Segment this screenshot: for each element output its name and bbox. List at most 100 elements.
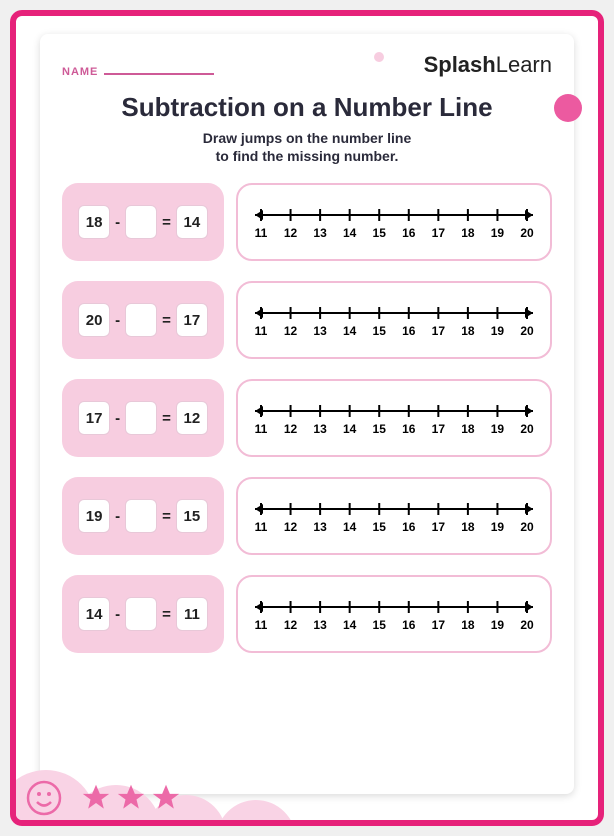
svg-text:18: 18: [461, 618, 475, 632]
svg-text:16: 16: [402, 520, 416, 534]
result-box: 15: [176, 499, 208, 533]
svg-text:12: 12: [284, 618, 298, 632]
svg-text:15: 15: [373, 618, 387, 632]
minuend-box: 14: [78, 597, 110, 631]
svg-text:18: 18: [461, 324, 475, 338]
header: NAME SplashLearn: [62, 52, 552, 78]
name-label: NAME: [62, 66, 98, 78]
svg-text:14: 14: [343, 324, 357, 338]
number-line-card[interactable]: 11121314151617181920: [236, 575, 552, 653]
svg-text:13: 13: [313, 520, 327, 534]
svg-text:19: 19: [491, 618, 505, 632]
equals-op: =: [162, 312, 171, 329]
svg-text:14: 14: [343, 226, 357, 240]
svg-text:12: 12: [284, 324, 298, 338]
svg-text:20: 20: [520, 226, 534, 240]
answer-blank[interactable]: [125, 205, 157, 239]
equals-op: =: [162, 606, 171, 623]
minus-op: -: [115, 214, 120, 231]
minus-op: -: [115, 312, 120, 329]
svg-text:20: 20: [520, 422, 534, 436]
result-box: 14: [176, 205, 208, 239]
svg-text:13: 13: [313, 324, 327, 338]
worksheet-page: NAME SplashLearn Subtraction on a Number…: [40, 34, 574, 794]
subtitle-line1: Draw jumps on the number line: [203, 130, 411, 146]
problem-row: 19-=1511121314151617181920: [62, 477, 552, 555]
accent-dot-big: [554, 94, 582, 122]
svg-text:11: 11: [255, 422, 268, 436]
svg-text:19: 19: [491, 520, 505, 534]
equation-card: 14-=11: [62, 575, 224, 653]
svg-text:15: 15: [373, 226, 387, 240]
name-input-line[interactable]: [104, 73, 214, 75]
svg-text:12: 12: [284, 226, 298, 240]
svg-text:16: 16: [402, 226, 416, 240]
svg-text:11: 11: [255, 324, 268, 338]
answer-blank[interactable]: [125, 303, 157, 337]
answer-blank[interactable]: [125, 401, 157, 435]
svg-text:16: 16: [402, 618, 416, 632]
svg-text:20: 20: [520, 618, 534, 632]
equation-card: 18- = 14: [62, 183, 224, 261]
problem-row: 17-=1211121314151617181920: [62, 379, 552, 457]
svg-text:14: 14: [343, 520, 357, 534]
brand-logo: SplashLearn: [424, 52, 552, 78]
number-line-card[interactable]: 11 12 13 14 15 16 17 18 19 20: [236, 183, 552, 261]
equation-card: 17-=12: [62, 379, 224, 457]
number-line-card[interactable]: 11121314151617181920: [236, 477, 552, 555]
minuend-box: 20: [78, 303, 110, 337]
svg-text:18: 18: [461, 422, 475, 436]
svg-text:19: 19: [491, 226, 505, 240]
svg-text:18: 18: [461, 226, 475, 240]
svg-text:19: 19: [491, 422, 505, 436]
problem-row: 20-=1711121314151617181920: [62, 281, 552, 359]
svg-text:12: 12: [284, 422, 298, 436]
svg-text:15: 15: [373, 520, 387, 534]
equals-op: =: [162, 410, 171, 427]
problem-row: 18-=1411121314151617181920: [62, 183, 552, 261]
result-box: 17: [176, 303, 208, 337]
minuend-box: 19: [78, 499, 110, 533]
equation-card: 19- = 15: [62, 477, 224, 555]
subtitle-line2: to find the missing number.: [216, 148, 399, 164]
answer-blank[interactable]: [125, 499, 157, 533]
equals-op: =: [162, 508, 171, 525]
accent-dot-small: [374, 52, 384, 62]
number-line-card[interactable]: 11 12 13 14 15 16 17 18 19 20: [236, 281, 552, 359]
svg-text:17: 17: [432, 324, 446, 338]
svg-text:18: 18: [461, 520, 475, 534]
equals-op: =: [162, 214, 171, 231]
worksheet-frame: NAME SplashLearn Subtraction on a Number…: [10, 10, 604, 826]
page-title: Subtraction on a Number Line: [62, 92, 552, 123]
problem-row: 14-=1111121314151617181920: [62, 575, 552, 653]
problems-list: 18-=141112131415161718192020-=1711121314…: [62, 183, 552, 653]
svg-text:13: 13: [313, 618, 327, 632]
brand-light: Learn: [496, 52, 552, 77]
svg-text:13: 13: [313, 226, 327, 240]
svg-text:16: 16: [402, 324, 416, 338]
minus-op: -: [115, 508, 120, 525]
svg-text:13: 13: [313, 422, 327, 436]
svg-text:17: 17: [432, 618, 446, 632]
equation-card: 20- = 17: [62, 281, 224, 359]
svg-text:11: 11: [255, 226, 268, 240]
number-line-card[interactable]: 11121314151617181920: [236, 379, 552, 457]
svg-text:15: 15: [373, 324, 387, 338]
minuend-box: 18: [78, 205, 110, 239]
svg-text:20: 20: [520, 324, 534, 338]
svg-text:17: 17: [432, 226, 446, 240]
page-subtitle: Draw jumps on the number line to find th…: [62, 129, 552, 165]
answer-blank[interactable]: [125, 597, 157, 631]
svg-text:14: 14: [343, 422, 357, 436]
svg-text:19: 19: [491, 324, 505, 338]
result-box: 11: [176, 597, 208, 631]
svg-text:17: 17: [432, 520, 446, 534]
svg-text:17: 17: [432, 422, 446, 436]
name-field-group: NAME: [62, 66, 214, 78]
minus-op: -: [115, 410, 120, 427]
svg-text:11: 11: [255, 618, 268, 632]
result-box: 12: [176, 401, 208, 435]
svg-text:20: 20: [520, 520, 534, 534]
svg-text:12: 12: [284, 520, 298, 534]
svg-text:15: 15: [373, 422, 387, 436]
